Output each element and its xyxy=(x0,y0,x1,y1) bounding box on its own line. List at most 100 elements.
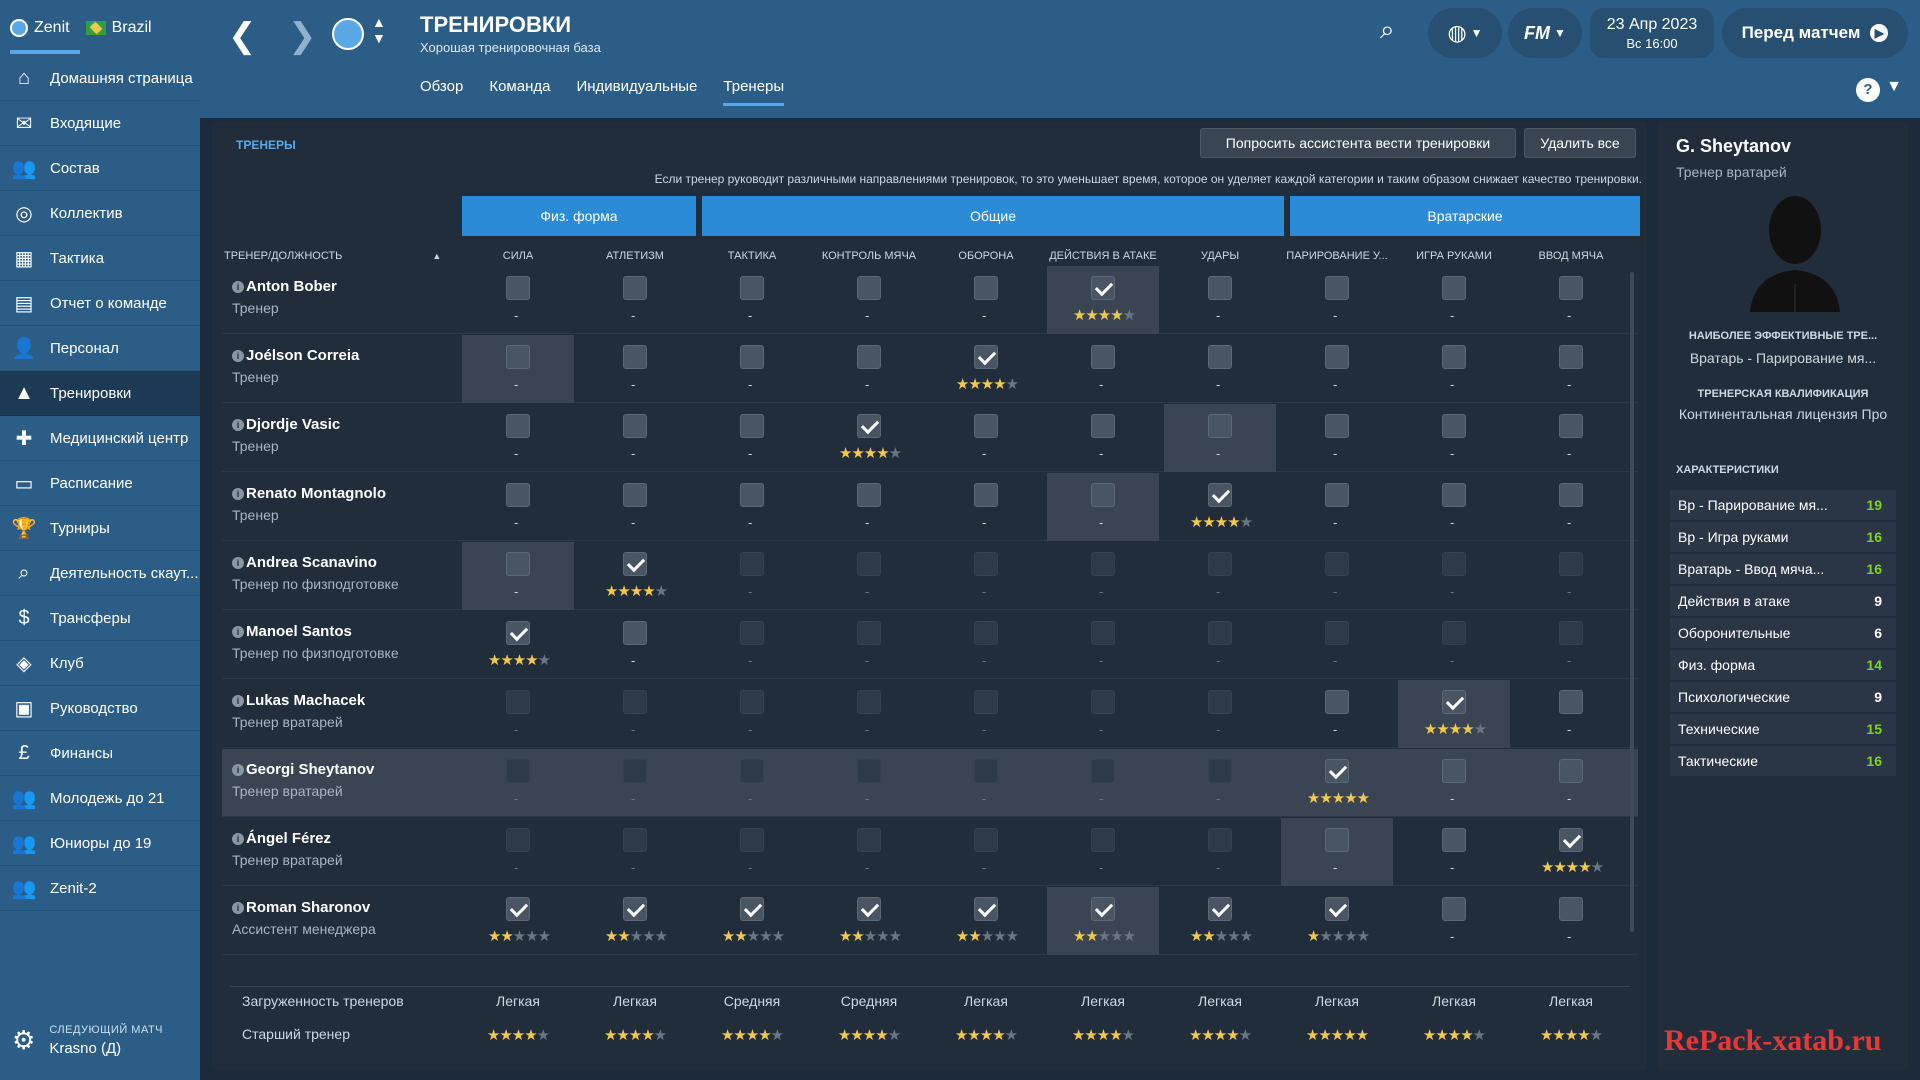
coach-name[interactable]: i Renato Montagnolo xyxy=(232,485,386,502)
training-checkbox[interactable] xyxy=(1325,759,1349,783)
training-checkbox[interactable] xyxy=(623,897,647,921)
training-checkbox[interactable] xyxy=(623,414,647,438)
coach-name[interactable]: i Djordje Vasic xyxy=(232,416,340,433)
coach-name[interactable]: i Joélson Correia xyxy=(232,347,359,364)
sidebar-item-finance[interactable]: £ Финансы xyxy=(0,731,200,776)
sidebar-item-training[interactable]: ▲ Тренировки xyxy=(0,371,200,416)
info-icon[interactable]: i xyxy=(232,695,244,707)
training-checkbox[interactable] xyxy=(506,897,530,921)
info-icon[interactable]: i xyxy=(232,902,244,914)
coach-name[interactable]: i Manoel Santos xyxy=(232,623,352,640)
chevron-down-icon[interactable]: ▼ xyxy=(1886,78,1902,95)
info-icon[interactable]: i xyxy=(232,488,244,500)
training-checkbox[interactable] xyxy=(1442,759,1466,783)
sidebar-item-staff[interactable]: 👤 Персонал xyxy=(0,326,200,371)
training-checkbox[interactable] xyxy=(1559,276,1583,300)
table-row[interactable]: i Anton Bober Тренер - - - - - ★★★★★ - - - - xyxy=(222,266,1638,334)
sidebar-item-board[interactable]: ▣ Руководство xyxy=(0,686,200,731)
sidebar-item-transfers[interactable]: $ Трансферы xyxy=(0,596,200,641)
tab-2[interactable]: Индивидуальные xyxy=(576,78,698,95)
training-checkbox[interactable] xyxy=(1442,276,1466,300)
sidebar-item-trophy[interactable]: 🏆 Турниры xyxy=(0,506,200,551)
training-checkbox[interactable] xyxy=(1208,483,1232,507)
training-checkbox[interactable] xyxy=(974,897,998,921)
date-display[interactable]: 23 Апр 2023 Вс 16:00 xyxy=(1590,8,1714,58)
table-scrollbar[interactable] xyxy=(1630,272,1634,932)
table-row[interactable]: i Lukas Machacek Тренер вратарей - - - - - - - - ★★… xyxy=(222,680,1638,748)
sidebar-item-u19[interactable]: 👥 Юниоры до 19 xyxy=(0,821,200,866)
training-checkbox[interactable] xyxy=(1559,414,1583,438)
sidebar-item-reserve[interactable]: 👥 Zenit-2 xyxy=(0,866,200,911)
training-checkbox[interactable] xyxy=(857,414,881,438)
column-header[interactable]: ПАРИРОВАНИЕ У... xyxy=(1286,250,1388,262)
training-checkbox[interactable] xyxy=(857,897,881,921)
group-general[interactable]: Общие xyxy=(702,196,1284,236)
remove-all-button[interactable]: Удалить все xyxy=(1524,128,1636,158)
group-fitness[interactable]: Физ. форма xyxy=(462,196,696,236)
training-checkbox[interactable] xyxy=(857,276,881,300)
training-checkbox[interactable] xyxy=(1091,414,1115,438)
training-checkbox[interactable] xyxy=(1208,276,1232,300)
training-checkbox[interactable] xyxy=(623,483,647,507)
info-icon[interactable]: i xyxy=(232,281,244,293)
column-header[interactable]: АТЛЕТИЗМ xyxy=(606,250,664,262)
column-header[interactable]: КОНТРОЛЬ МЯЧА xyxy=(821,250,917,262)
training-checkbox[interactable] xyxy=(1442,828,1466,852)
column-header-coach[interactable]: ТРЕНЕР/ДОЛЖНОСТЬ ▲ xyxy=(224,250,441,262)
training-checkbox[interactable] xyxy=(506,483,530,507)
column-header[interactable]: ТАКТИКА xyxy=(727,250,777,262)
training-checkbox[interactable] xyxy=(1559,828,1583,852)
info-icon[interactable]: i xyxy=(232,419,244,431)
training-checkbox[interactable] xyxy=(740,483,764,507)
training-checkbox[interactable] xyxy=(1325,690,1349,714)
training-checkbox[interactable] xyxy=(1091,897,1115,921)
training-checkbox[interactable] xyxy=(1325,345,1349,369)
coach-name[interactable]: i Anton Bober xyxy=(232,278,337,295)
training-checkbox[interactable] xyxy=(1442,414,1466,438)
training-checkbox[interactable] xyxy=(1208,897,1232,921)
club-crest-icon[interactable] xyxy=(332,18,364,50)
coach-name[interactable]: i Ángel Férez xyxy=(232,830,331,847)
training-checkbox[interactable] xyxy=(1325,897,1349,921)
sidebar-item-calendar[interactable]: ▭ Расписание xyxy=(0,461,200,506)
training-checkbox[interactable] xyxy=(1559,897,1583,921)
forward-arrow-icon[interactable]: ❯ xyxy=(288,17,317,55)
sidebar-item-club[interactable]: ◈ Клуб xyxy=(0,641,200,686)
column-header[interactable]: СИЛА xyxy=(502,250,534,262)
column-header[interactable]: ВВОД МЯЧА xyxy=(1538,250,1604,262)
sidebar-item-medical[interactable]: ✚ Медицинский центр xyxy=(0,416,200,461)
tab-3[interactable]: Тренеры xyxy=(723,78,785,106)
training-checkbox[interactable] xyxy=(1325,414,1349,438)
info-icon[interactable]: i xyxy=(232,557,244,569)
info-icon[interactable]: i xyxy=(232,350,244,362)
training-checkbox[interactable] xyxy=(1559,690,1583,714)
column-header[interactable]: ИГРА РУКАМИ xyxy=(1416,250,1492,262)
table-row[interactable]: i Renato Montagnolo Тренер - - - - - - ★★★★★ - - - xyxy=(222,473,1638,541)
club-switcher[interactable]: Zenit Brazil xyxy=(0,0,200,56)
tab-0[interactable]: Обзор xyxy=(420,78,464,95)
training-checkbox[interactable] xyxy=(623,552,647,576)
training-checkbox[interactable] xyxy=(623,621,647,645)
training-checkbox[interactable] xyxy=(857,345,881,369)
sidebar-item-u21[interactable]: 👥 Молодежь до 21 xyxy=(0,776,200,821)
training-checkbox[interactable] xyxy=(1559,759,1583,783)
coach-name[interactable]: i Andrea Scanavino xyxy=(232,554,377,571)
training-checkbox[interactable] xyxy=(974,345,998,369)
training-checkbox[interactable] xyxy=(506,414,530,438)
continue-button[interactable]: Перед матчем ▶ xyxy=(1722,8,1908,58)
training-checkbox[interactable] xyxy=(1442,690,1466,714)
updown-chevron-icon[interactable]: ▲ ▼ xyxy=(372,14,386,46)
coach-name[interactable]: i Lukas Machacek xyxy=(232,692,365,709)
column-header[interactable]: ДЕЙСТВИЯ В АТАКЕ xyxy=(1049,250,1157,262)
training-checkbox[interactable] xyxy=(1208,345,1232,369)
training-checkbox[interactable] xyxy=(974,276,998,300)
tab-1[interactable]: Команда xyxy=(489,78,551,95)
training-checkbox[interactable] xyxy=(1091,276,1115,300)
training-checkbox[interactable] xyxy=(1091,483,1115,507)
training-checkbox[interactable] xyxy=(1208,414,1232,438)
info-icon[interactable]: i xyxy=(232,764,244,776)
sidebar-item-squad[interactable]: 👥 Состав xyxy=(0,146,200,191)
training-checkbox[interactable] xyxy=(857,483,881,507)
training-checkbox[interactable] xyxy=(506,552,530,576)
table-row[interactable]: i Djordje Vasic Тренер - - - ★★★★★ - - - - - - xyxy=(222,404,1638,472)
